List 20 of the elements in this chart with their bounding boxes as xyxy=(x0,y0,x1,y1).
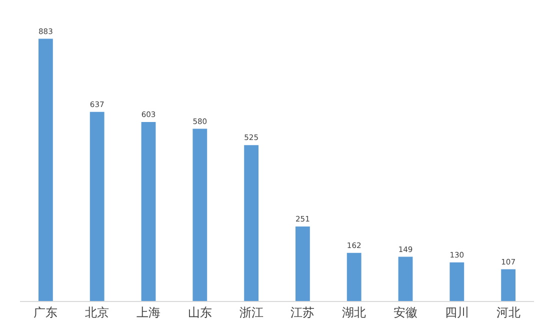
x-tick-label: 浙江 xyxy=(239,305,264,320)
bar xyxy=(38,38,53,301)
x-tick-label: 山东 xyxy=(188,305,212,320)
bar xyxy=(90,112,104,301)
x-tick-label: 四川 xyxy=(444,305,469,320)
x-tick-label: 江苏 xyxy=(290,305,315,320)
x-tick-label: 湖北 xyxy=(342,305,366,320)
bar xyxy=(501,269,516,301)
bar xyxy=(296,226,310,301)
x-tick-label: 广东 xyxy=(34,305,58,320)
bar xyxy=(244,145,258,301)
x-tick-label: 安徽 xyxy=(394,305,418,320)
bar xyxy=(450,262,464,301)
bar xyxy=(192,128,208,301)
bar xyxy=(398,256,413,301)
bar xyxy=(141,122,156,301)
x-tick-label: 河北 xyxy=(496,305,520,320)
x-tick-label: 上海 xyxy=(136,305,160,320)
bar xyxy=(346,252,362,301)
x-tick-label: 北京 xyxy=(85,305,110,320)
